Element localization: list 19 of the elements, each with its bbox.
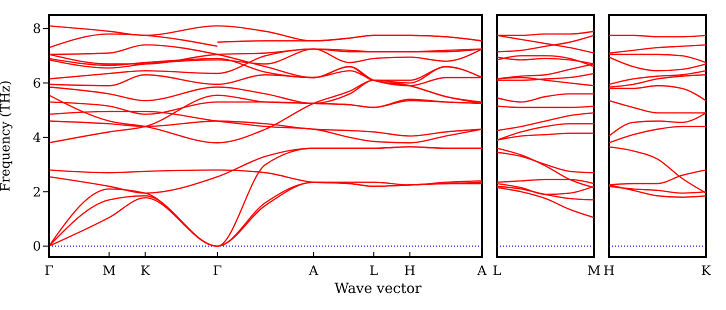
x-tick-label: Γ	[44, 264, 54, 279]
y-tick-label: 2	[32, 185, 41, 200]
y-axis-title: Frequency (THz)	[0, 80, 14, 192]
x-tick-label: H	[603, 264, 615, 279]
y-tick-label: 6	[32, 76, 41, 92]
x-axis-title: Wave vector	[334, 281, 422, 297]
x-tick-label: L	[369, 264, 378, 279]
x-tick-label: A	[476, 264, 488, 279]
x-tick-label: A	[308, 264, 319, 279]
x-tick-label: Γ	[212, 264, 222, 279]
x-tick-label: H	[404, 264, 416, 279]
x-tick-label: K	[701, 264, 712, 279]
y-tick-label: 0	[32, 240, 41, 255]
y-tick-label: 4	[32, 130, 41, 146]
x-tick-label: K	[140, 264, 150, 279]
y-tick-label: 8	[32, 22, 41, 38]
x-tick-label: L	[492, 264, 502, 279]
x-tick-label: M	[102, 264, 116, 279]
x-tick-label: M	[587, 264, 601, 279]
